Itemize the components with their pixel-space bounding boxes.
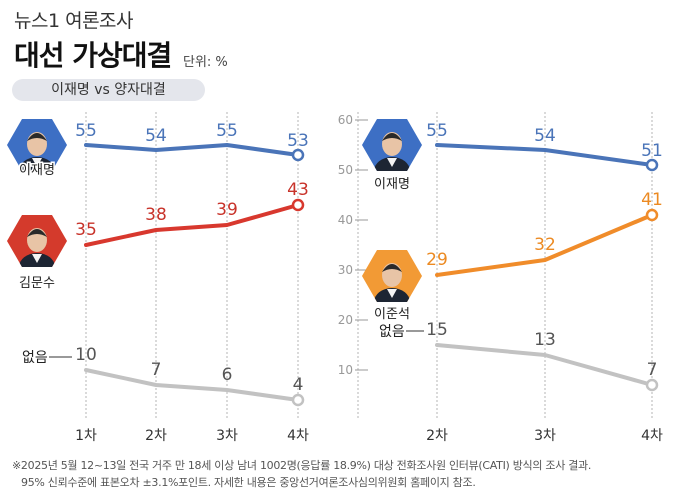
avatar-lee-junseok-body [374, 288, 410, 302]
right-series-line-2 [435, 343, 654, 387]
right-end-point-0 [645, 158, 659, 172]
left-end-point-2 [291, 393, 305, 407]
avatar-kim-moonsoo [7, 215, 67, 267]
footnote-line-2: 95% 신뢰수준에 표본오차 ±3.1%포인트. 자세한 내용은 중앙선거여론조… [21, 476, 476, 489]
avatar-kim-moonsoo-label: 김문수 [19, 276, 55, 291]
right-end-point-2 [645, 378, 659, 392]
right-data-label: 41 [641, 190, 663, 210]
avatar-lee-jaemyung-right-body [374, 157, 410, 171]
right-data-label: 55 [426, 121, 448, 141]
left-data-label: 55 [75, 121, 97, 141]
left-data-label: 43 [287, 180, 309, 200]
unit-label: 단위: % [183, 55, 228, 70]
left-data-label: 35 [75, 220, 97, 240]
avatar-lee-jaemyung-left [7, 119, 67, 171]
x-tick-label: 2차 [426, 428, 448, 444]
right-series-line-0 [435, 143, 654, 167]
left-data-label: 38 [145, 205, 167, 225]
right-data-label: 54 [534, 126, 556, 146]
x-tick-label: 3차 [534, 428, 556, 444]
right-end-point-1 [645, 208, 659, 222]
left-data-label: 54 [145, 126, 167, 146]
subtitle-pill: 이재명 vs 양자대결 [12, 79, 205, 101]
y-tick-label: 30 [338, 263, 353, 277]
right-data-label: 13 [534, 330, 556, 350]
right-data-label: 32 [534, 235, 556, 255]
left-series-line-0 [84, 143, 300, 157]
avatar-lee-junseok-label: 이준석 [374, 307, 410, 322]
page-title: 대선 가상대결 [14, 39, 172, 72]
x-tick-label: 2차 [145, 428, 167, 444]
avatar-lee-junseok-collar [387, 289, 397, 298]
y-tick-label: 60 [338, 113, 353, 127]
avatar-kim-moonsoo-collar [32, 254, 42, 263]
left-data-label: 4 [293, 375, 304, 395]
avatar-lee-jaemyung-left-collar [32, 158, 42, 167]
none-legend-label-left: 없음 [22, 350, 48, 366]
avatar-lee-junseok-hair [382, 264, 402, 272]
left-data-label: 10 [75, 345, 97, 365]
left-data-label: 55 [216, 121, 238, 141]
avatar-lee-jaemyung-left-body [19, 157, 55, 171]
none-legend-label-right: 없음 [379, 324, 405, 340]
avatar-lee-junseok [362, 250, 422, 302]
right-data-label: 29 [426, 250, 448, 270]
footnote: ※2025년 5월 12~13일 전국 거주 만 18세 이상 남녀 1002명… [12, 457, 672, 491]
right-series-line-1 [435, 213, 654, 277]
avatar-lee-jaemyung-left-hair [27, 133, 47, 141]
source-label: 뉴스1 여론조사 [14, 10, 134, 32]
footnote-line-1: ※2025년 5월 12~13일 전국 거주 만 18세 이상 남녀 1002명… [12, 459, 592, 472]
avatar-kim-moonsoo-hair [27, 229, 47, 237]
y-tick-label: 20 [338, 313, 353, 327]
right-data-label: 15 [426, 320, 448, 340]
left-data-label: 6 [222, 365, 233, 385]
left-series-line-2 [84, 368, 300, 402]
left-data-label: 39 [216, 200, 238, 220]
x-tick-label: 1차 [75, 428, 97, 444]
left-series-line-1 [84, 203, 300, 247]
right-data-label: 51 [641, 141, 663, 161]
x-tick-label: 4차 [287, 428, 309, 444]
right-data-label: 7 [647, 360, 658, 380]
y-tick-label: 10 [338, 363, 353, 377]
y-tick-label: 40 [338, 213, 353, 227]
y-tick-label: 50 [338, 163, 353, 177]
avatar-lee-jaemyung-right [362, 119, 422, 171]
x-tick-label: 3차 [216, 428, 238, 444]
left-data-label: 7 [151, 360, 162, 380]
left-end-point-0 [291, 148, 305, 162]
avatar-lee-jaemyung-right-label: 이재명 [374, 177, 410, 192]
avatar-lee-jaemyung-right-collar [387, 158, 397, 167]
avatar-lee-jaemyung-left-label: 이재명 [19, 163, 55, 178]
avatar-lee-jaemyung-right-hair [382, 133, 402, 141]
avatar-kim-moonsoo-body [19, 253, 55, 267]
left-end-point-1 [291, 198, 305, 212]
left-data-label: 53 [287, 131, 309, 151]
x-tick-label: 4차 [641, 428, 663, 444]
